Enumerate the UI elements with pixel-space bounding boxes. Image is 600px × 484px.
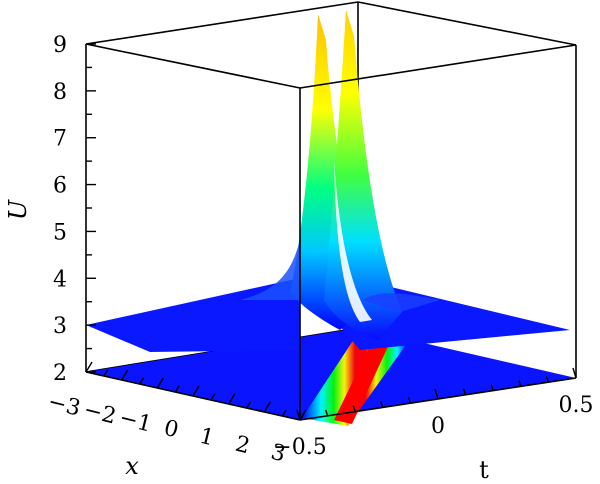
surface-ridge-gap bbox=[334, 160, 372, 322]
box-edge-top-left bbox=[85, 43, 301, 89]
u-axis-tick-label: 2 bbox=[53, 361, 67, 386]
x-axis-tick-label: 1 bbox=[197, 424, 217, 452]
t-axis-minor-tick bbox=[352, 405, 356, 412]
surface-left-skirt bbox=[240, 240, 300, 300]
x-axis-tick-label: −1 bbox=[117, 405, 155, 437]
x-axis-minor-tick bbox=[103, 369, 109, 377]
x-axis-major-tick bbox=[192, 385, 200, 397]
u-axis-tick-label: 8 bbox=[53, 80, 67, 105]
u-axis-tick-label: 5 bbox=[53, 220, 67, 245]
t-axis-major-tick bbox=[296, 409, 301, 421]
x-axis-minor-tick bbox=[174, 385, 180, 393]
t-axis-minor-tick bbox=[380, 401, 384, 408]
x-axis-minor-tick bbox=[245, 401, 252, 409]
t-axis-tick-label: −0.5 bbox=[273, 435, 326, 460]
t-axis-minor-tick bbox=[407, 396, 412, 404]
u-axis-title: U bbox=[4, 199, 32, 220]
surface bbox=[86, 10, 570, 352]
t-axis: −0.5 0 0.5 bbox=[273, 367, 594, 460]
t-axis-minor-tick bbox=[490, 384, 494, 391]
x-axis-minor-tick bbox=[281, 409, 287, 417]
x-axis-minor-tick bbox=[210, 393, 216, 401]
x-axis-major-tick bbox=[263, 401, 271, 413]
t-axis-tick-label: 0 bbox=[431, 414, 445, 439]
u-axis: 2 3 4 5 6 7 8 9 bbox=[53, 33, 96, 386]
u-axis-tick-label: 3 bbox=[53, 314, 67, 339]
x-axis-major-tick bbox=[299, 409, 307, 421]
t-axis-minor-tick bbox=[545, 375, 550, 383]
t-axis-minor-tick bbox=[462, 388, 467, 396]
u-axis-tick-label: 7 bbox=[53, 127, 67, 152]
t-axis-tick-label: 0.5 bbox=[559, 393, 594, 418]
x-axis-major-tick bbox=[85, 361, 93, 373]
t-axis-minor-tick bbox=[324, 409, 329, 417]
box-edge-top-right bbox=[299, 44, 577, 89]
x-axis-title: x bbox=[125, 452, 139, 480]
t-axis-title: t bbox=[479, 456, 489, 484]
u-axis-tick-label: 4 bbox=[53, 267, 67, 292]
x-axis-tick-label: 3 bbox=[268, 440, 288, 468]
u-axis-tick-label: 6 bbox=[53, 174, 67, 199]
x-axis-major-tick bbox=[156, 377, 164, 389]
box-edge-top-back bbox=[85, 1, 359, 45]
x-axis-tick-label: −2 bbox=[81, 397, 119, 429]
surface-right-skirt bbox=[362, 293, 440, 312]
t-axis-minor-tick bbox=[518, 380, 522, 387]
x-axis-major-tick bbox=[228, 393, 236, 405]
x-axis-tick-label: −3 bbox=[45, 389, 83, 421]
projection-plane bbox=[86, 328, 576, 426]
box-edge-top-far bbox=[357, 1, 577, 46]
x-axis-tick-label: 0 bbox=[161, 416, 181, 444]
t-axis-major-tick bbox=[572, 367, 577, 379]
surface-ridge-b bbox=[324, 10, 402, 340]
t-axis-major-tick bbox=[434, 388, 439, 400]
u-axis-tick-label: 9 bbox=[53, 33, 67, 58]
x-axis-tick-label: 2 bbox=[233, 432, 253, 460]
x-axis: −3−2−1 0 1 2 3 bbox=[45, 361, 307, 468]
projection-core bbox=[334, 334, 392, 424]
x-axis-minor-tick bbox=[138, 377, 145, 385]
x-axis-major-tick bbox=[121, 369, 129, 381]
surface-left-plane bbox=[86, 278, 300, 352]
